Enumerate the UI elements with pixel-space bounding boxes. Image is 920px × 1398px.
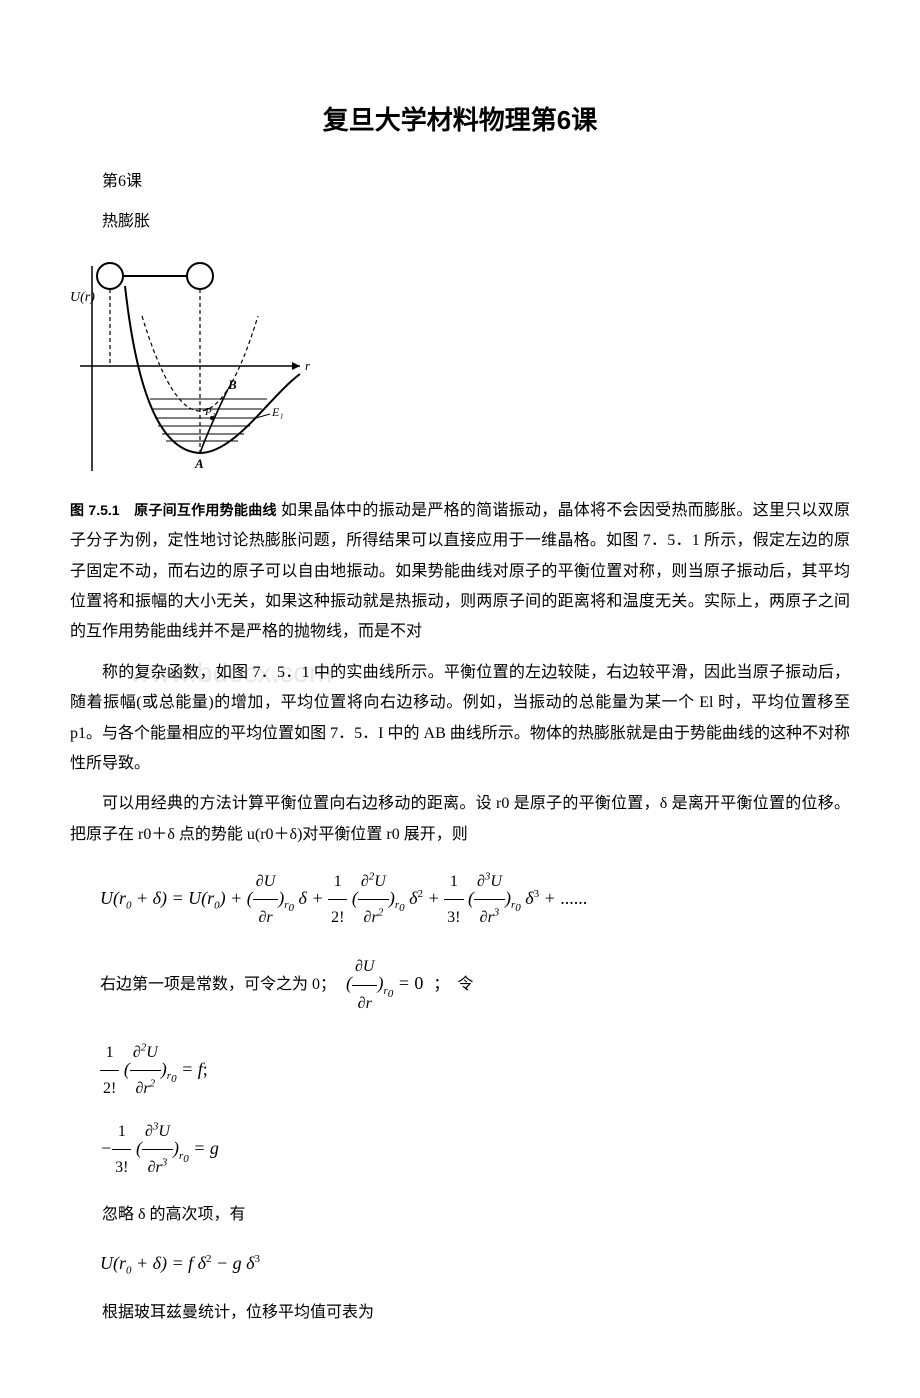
formula-g: −13! (∂3U∂r3)r0 = g [100,1114,850,1185]
lesson-number: 第6课 [70,167,850,197]
svg-text:r: r [305,358,310,373]
formula-approx: U(r0 + δ) = f δ2 − g δ3 [100,1244,850,1284]
page-title: 复旦大学材料物理第6课 [70,100,850,137]
line-constant-zero: 右边第一项是常数，可令之为 0； (∂U∂r)r0 = 0 ； 令 [100,949,850,1020]
topic-heading: 热膨胀 [70,207,850,237]
formula-taylor: U(r0 + δ) = U(r0) + (∂U∂r)r0 δ + 12! (∂2… [100,864,850,935]
svg-text:P₁: P₁ [204,406,216,418]
figure-7-5-1: r U(r) A B P₁ [70,256,850,486]
formula-f: 12! (∂2U∂r2)r0 = f; [100,1035,850,1106]
svg-text:E₁: E₁ [271,405,284,419]
paragraph-3: 可以用经典的方法计算平衡位置向右边移动的距离。设 r0 是原子的平衡位置，δ 是… [70,789,850,850]
text-ignore-higher: 忽略 δ 的高次项，有 [70,1200,850,1230]
paragraph-1: 图 7.5.1 原子间互作用势能曲线 如果晶体中的振动是严格的简谐振动，晶体将不… [70,496,850,648]
paragraph-2: 称的复杂函数，如图 7．5．1 中的实曲线所示。平衡位置的左边较陡，右边较平滑，… [70,658,850,780]
para1-text: 如果晶体中的振动是严格的简谐振动，晶体将不会因受热而膨胀。这里只以双原子分子为例… [70,502,850,641]
svg-text:A: A [194,456,204,471]
text-ling: ； 令 [433,970,473,1000]
text-right-first: 右边第一项是常数，可令之为 0； [100,970,336,1000]
figure-caption: 图 7.5.1 原子间互作用势能曲线 [70,502,277,518]
text-boltzmann: 根据玻耳兹曼统计，位移平均值可表为 [70,1298,850,1328]
potential-curve-svg: r U(r) A B P₁ [70,256,310,486]
svg-text:B: B [227,377,237,392]
svg-text:U(r): U(r) [70,290,95,305]
